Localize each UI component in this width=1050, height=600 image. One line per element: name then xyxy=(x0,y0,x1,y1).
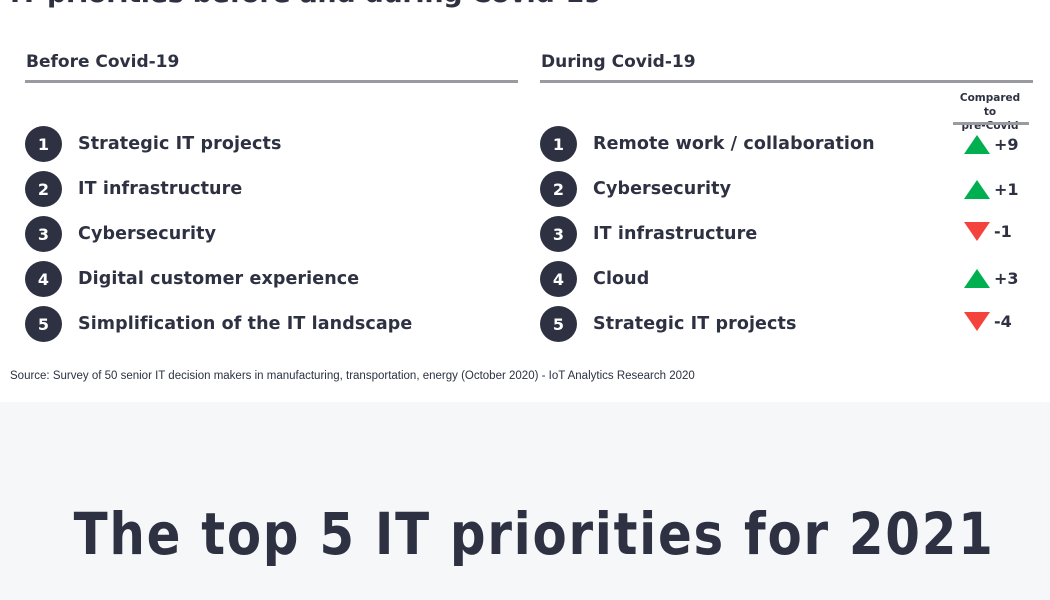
priority-label: Strategic IT projects xyxy=(78,134,282,154)
rank-badge: 1 xyxy=(25,126,62,162)
change-value: +9 xyxy=(994,134,1019,154)
list-item: 4 Cloud xyxy=(540,261,649,297)
rank-badge: 5 xyxy=(25,306,62,342)
infographic-title: IT priorities before and during Covid-19 xyxy=(10,0,603,9)
before-heading: Before Covid-19 xyxy=(26,52,180,72)
triangle-down-icon xyxy=(964,221,990,241)
change-value: -1 xyxy=(994,221,1012,241)
change-value: +3 xyxy=(994,268,1019,288)
list-item: 3 Cybersecurity xyxy=(25,216,216,252)
rank-badge: 1 xyxy=(540,126,577,162)
during-heading: During Covid-19 xyxy=(541,52,696,72)
before-divider xyxy=(25,80,518,83)
infographic-image: IT priorities before and during Covid-19… xyxy=(10,0,1033,382)
article-headline: The top 5 IT priorities for 2021 xyxy=(73,500,995,568)
list-item: 3 IT infrastructure xyxy=(540,216,757,252)
change-value: +1 xyxy=(994,179,1019,199)
priority-label: Cybersecurity xyxy=(78,224,217,244)
priority-label: Simplification of the IT landscape xyxy=(78,314,413,334)
priority-label: IT infrastructure xyxy=(78,179,243,199)
priority-label: IT infrastructure xyxy=(593,224,758,244)
priority-label: Cybersecurity xyxy=(593,179,732,199)
triangle-down-icon xyxy=(964,311,990,331)
change-value: -4 xyxy=(994,311,1012,331)
priority-label: Digital customer experience xyxy=(78,269,360,289)
list-item: 5 Simplification of the IT landscape xyxy=(25,306,412,342)
change-indicator: +1 xyxy=(964,174,1019,204)
list-item: 4 Digital customer experience xyxy=(25,261,359,297)
article-header: The top 5 IT priorities for 2021 xyxy=(0,402,1050,600)
rank-badge: 3 xyxy=(25,216,62,252)
triangle-up-icon xyxy=(964,268,990,288)
priority-label: Remote work / collaboration xyxy=(593,134,875,154)
rank-badge: 5 xyxy=(540,306,577,342)
change-indicator: -4 xyxy=(964,306,1012,336)
change-indicator: +3 xyxy=(964,263,1019,293)
list-item: 2 Cybersecurity xyxy=(540,171,731,207)
source-caption: Source: Survey of 50 senior IT decision … xyxy=(10,370,695,382)
compare-divider xyxy=(953,122,1029,125)
compare-heading: Compared to pre-Covid xyxy=(952,91,1028,133)
list-item: 1 Remote work / collaboration xyxy=(540,126,875,162)
change-indicator: -1 xyxy=(964,216,1012,246)
rank-badge: 2 xyxy=(25,171,62,207)
list-item: 5 Strategic IT projects xyxy=(540,306,796,342)
rank-badge: 2 xyxy=(540,171,577,207)
rank-badge: 4 xyxy=(540,261,577,297)
rank-badge: 3 xyxy=(540,216,577,252)
compare-heading-line1: Compared to xyxy=(959,92,1021,118)
list-item: 2 IT infrastructure xyxy=(25,171,242,207)
during-divider xyxy=(540,80,1033,83)
priority-label: Strategic IT projects xyxy=(593,314,797,334)
rank-badge: 4 xyxy=(25,261,62,297)
priority-label: Cloud xyxy=(593,269,650,289)
triangle-up-icon xyxy=(964,134,990,154)
change-indicator: +9 xyxy=(964,129,1019,159)
list-item: 1 Strategic IT projects xyxy=(25,126,281,162)
triangle-up-icon xyxy=(964,179,990,199)
